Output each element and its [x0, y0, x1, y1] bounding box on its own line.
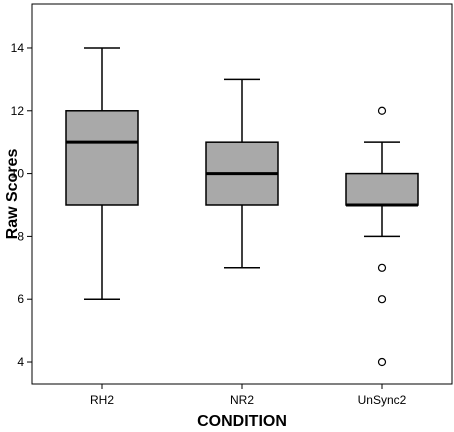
y-tick-label: 8	[17, 229, 24, 243]
box-NR2	[205, 78, 279, 269]
box-RH2	[65, 47, 139, 300]
y-tick-label: 6	[17, 292, 24, 306]
y-tick-label: 14	[11, 41, 25, 55]
x-axis: RH2 NR2 UnSync2	[90, 384, 407, 407]
x-tick-label: UnSync2	[358, 393, 407, 407]
outlier-point	[377, 263, 387, 272]
y-tick-label: 10	[11, 167, 25, 181]
x-tick-label: NR2	[230, 393, 254, 407]
x-tick-label: RH2	[90, 393, 114, 407]
outlier-point	[377, 106, 387, 115]
x-axis-title: CONDITION	[197, 413, 287, 430]
y-axis: 4 6 8 10 12 14	[11, 41, 32, 369]
y-tick-label: 4	[17, 355, 24, 369]
y-axis-title: Raw Scores	[4, 149, 21, 240]
iqr-box	[65, 110, 139, 206]
y-tick-label: 12	[11, 104, 25, 118]
outlier-point	[377, 295, 387, 304]
boxes	[65, 47, 419, 367]
iqr-box	[345, 172, 419, 206]
outlier-point	[377, 357, 387, 367]
box-UnSync2	[345, 106, 419, 367]
